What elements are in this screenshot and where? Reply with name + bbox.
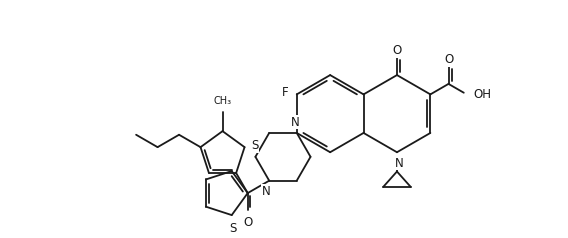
Text: OH: OH	[474, 88, 492, 101]
Text: F: F	[282, 86, 289, 99]
Text: O: O	[444, 53, 453, 66]
Text: O: O	[243, 216, 252, 229]
Text: CH₃: CH₃	[214, 96, 232, 106]
Text: N: N	[291, 115, 300, 129]
Text: N: N	[262, 185, 271, 198]
Text: S: S	[229, 222, 237, 235]
Text: O: O	[392, 44, 402, 57]
Text: N: N	[395, 157, 404, 170]
Text: S: S	[251, 139, 258, 152]
